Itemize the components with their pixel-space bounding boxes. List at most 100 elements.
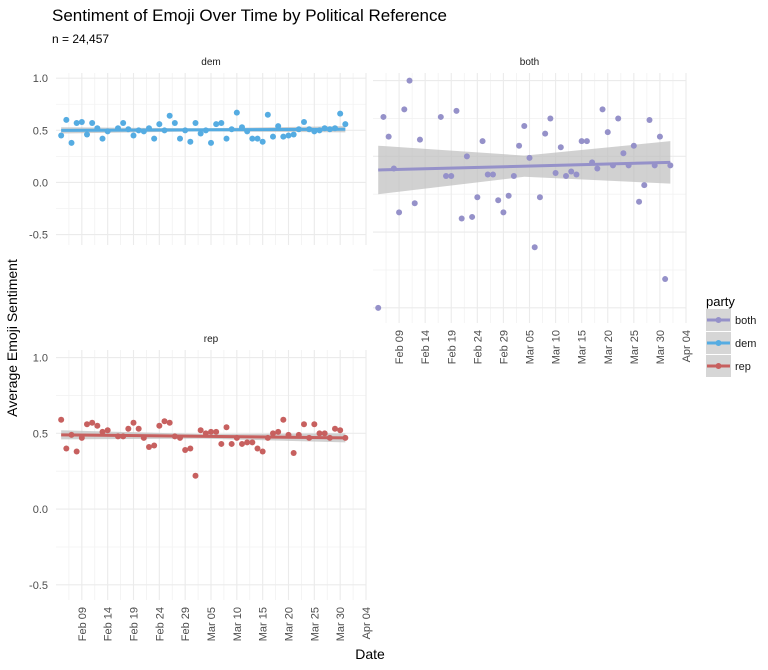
facet-strip-label: dem [201,57,220,68]
data-point-rep [244,439,251,446]
data-point-rep [280,416,287,423]
data-point-rep [151,442,158,449]
legend-label-dem: dem [735,338,756,350]
data-point-dem [89,120,96,127]
data-point-rep [161,418,168,425]
x-tick-label: Mar 20 [603,330,615,364]
data-point-dem [316,127,323,134]
data-point-both [557,144,564,151]
data-point-rep [78,434,85,441]
data-point-rep [58,416,65,423]
data-point-rep [68,431,75,438]
data-point-dem [99,135,106,142]
data-point-both [526,154,533,161]
data-point-rep [218,440,225,447]
data-point-both [578,138,585,145]
y-axis-label: Average Emoji Sentiment [4,259,20,417]
data-point-dem [156,121,163,128]
data-point-dem [197,130,204,137]
data-point-both [495,197,502,204]
data-point-dem [239,124,245,131]
data-point-dem [202,127,209,134]
legend-label-both: both [735,315,756,327]
chart-title: Sentiment of Emoji Over Time by Politica… [52,6,447,25]
data-point-dem [146,125,152,132]
data-point-both [458,215,465,222]
facet-panel-rep: rep -0.5 0.0 0.5 1.0 Feb 09 Feb 14 Feb 19 Feb 24… [29,334,373,641]
trend-line-both [378,160,671,172]
data-point-rep [233,434,240,441]
data-point-rep [239,440,245,447]
data-point-both [646,116,653,123]
data-point-both [411,200,418,207]
x-tick-label: Mar 30 [655,330,667,364]
data-point-dem [161,127,168,134]
y-tick-label: 0.0 [33,504,48,516]
data-point-dem [264,111,271,118]
data-point-both [641,182,648,189]
data-point-rep [326,434,333,441]
data-point-rep [104,427,111,434]
data-point-rep [254,445,261,452]
x-tick-label: Apr 04 [681,330,693,362]
data-point-dem [94,125,101,132]
data-point-rep [166,419,173,426]
data-point-rep [228,440,235,447]
data-point-both [521,123,528,130]
data-point-dem [84,131,90,138]
data-point-rep [130,419,137,426]
data-point-dem [182,127,189,134]
data-point-dem [342,121,349,128]
data-point-both [505,192,512,199]
x-tick-label: Mar 20 [284,607,296,641]
legend-label-rep: rep [735,361,751,373]
data-point-rep [73,448,80,455]
data-point-both [552,170,559,176]
x-tick-label: Feb 09 [394,330,406,364]
data-point-dem [244,128,251,135]
x-tick-label: Feb 09 [77,607,89,641]
facet-panel-both: both Feb 09 Feb 14 Feb 19 Feb 24 Feb 29 Mar 05… [373,57,693,364]
data-point-both [375,304,382,311]
x-tick-label: Mar 05 [525,330,537,364]
data-point-rep [197,427,204,434]
data-point-both [443,173,450,180]
data-point-dem [63,116,70,123]
data-point-dem [311,128,318,135]
data-point-dem [254,135,261,142]
data-point-dem [332,125,338,132]
data-point-dem [151,135,158,142]
x-tick-label: Feb 19 [446,330,458,364]
data-point-dem [275,123,282,130]
facet-panels: dem -0.5 0.0 0.5 1.0 both Feb 09 Feb 14 Feb 19 Fe… [29,57,693,641]
data-point-dem [177,135,183,142]
data-point-dem [120,120,127,127]
data-point-both [396,209,403,216]
data-point-both [599,106,606,113]
y-tick-label: -0.5 [29,580,48,592]
data-point-both [406,77,413,84]
data-point-dem [58,132,65,139]
data-point-both [594,165,601,172]
data-point-both [620,150,627,157]
data-point-rep [125,425,132,432]
data-point-both [453,107,460,114]
data-point-rep [301,421,307,428]
data-point-dem [166,112,173,119]
data-point-rep [249,439,256,446]
data-point-both [474,194,481,201]
data-point-both [651,162,658,169]
data-point-rep [223,424,230,431]
data-point-both [380,113,387,120]
data-point-both [662,276,669,283]
x-tick-label: Feb 24 [472,330,484,364]
data-point-both [448,173,455,180]
data-point-both [667,162,674,169]
data-point-dem [218,120,225,127]
data-point-both [510,173,517,180]
y-tick-label: 0.0 [33,177,48,189]
data-point-both [401,106,408,113]
data-point-both [583,138,590,145]
data-point-both [609,162,616,169]
